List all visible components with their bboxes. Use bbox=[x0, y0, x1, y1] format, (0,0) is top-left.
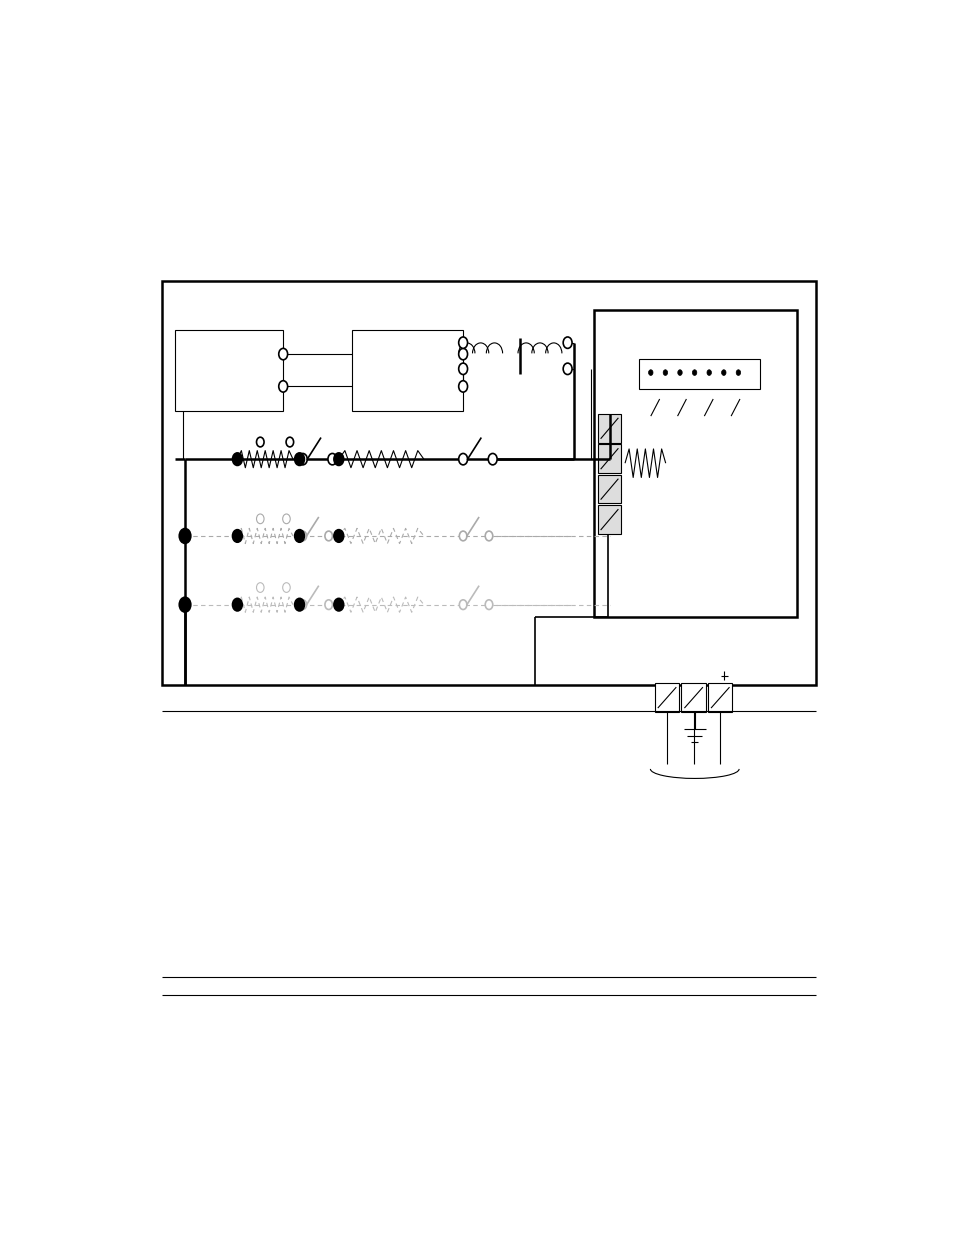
Circle shape bbox=[562, 337, 572, 348]
Circle shape bbox=[334, 453, 343, 466]
Circle shape bbox=[294, 530, 304, 542]
Circle shape bbox=[278, 348, 287, 359]
Circle shape bbox=[179, 529, 191, 543]
Bar bbox=[680, 683, 705, 711]
Circle shape bbox=[328, 453, 336, 464]
Circle shape bbox=[233, 530, 242, 542]
Circle shape bbox=[233, 453, 242, 466]
Circle shape bbox=[278, 380, 287, 393]
Circle shape bbox=[294, 453, 304, 466]
Circle shape bbox=[298, 600, 306, 610]
Circle shape bbox=[179, 598, 191, 613]
Circle shape bbox=[677, 369, 681, 375]
Bar bbox=[598, 505, 620, 534]
Bar bbox=[162, 282, 816, 685]
Circle shape bbox=[458, 337, 467, 348]
Circle shape bbox=[706, 369, 711, 375]
Bar bbox=[352, 330, 462, 411]
Circle shape bbox=[692, 369, 696, 375]
Circle shape bbox=[458, 531, 466, 541]
Circle shape bbox=[562, 363, 572, 374]
Circle shape bbox=[488, 453, 497, 464]
Circle shape bbox=[298, 531, 306, 541]
Bar bbox=[707, 683, 732, 711]
Circle shape bbox=[233, 599, 242, 611]
Circle shape bbox=[458, 363, 467, 374]
Bar bbox=[654, 683, 679, 711]
Circle shape bbox=[334, 530, 343, 542]
Circle shape bbox=[325, 600, 332, 610]
Circle shape bbox=[458, 453, 467, 464]
Circle shape bbox=[256, 583, 264, 593]
Bar bbox=[175, 330, 283, 411]
Bar bbox=[598, 475, 620, 504]
Circle shape bbox=[458, 348, 467, 359]
Circle shape bbox=[294, 599, 304, 611]
Circle shape bbox=[485, 600, 493, 610]
Bar bbox=[598, 445, 620, 473]
Circle shape bbox=[286, 437, 294, 447]
Circle shape bbox=[458, 380, 467, 393]
Circle shape bbox=[485, 531, 493, 541]
Circle shape bbox=[736, 369, 740, 375]
Circle shape bbox=[282, 583, 290, 593]
Bar bbox=[598, 414, 620, 442]
Circle shape bbox=[648, 369, 652, 375]
Bar bbox=[594, 310, 796, 616]
Circle shape bbox=[256, 514, 264, 524]
Circle shape bbox=[282, 514, 290, 524]
Circle shape bbox=[334, 599, 343, 611]
Circle shape bbox=[298, 453, 307, 464]
Circle shape bbox=[662, 369, 667, 375]
Circle shape bbox=[720, 369, 725, 375]
Circle shape bbox=[458, 600, 466, 610]
Circle shape bbox=[325, 531, 332, 541]
Circle shape bbox=[256, 437, 264, 447]
Bar bbox=[638, 359, 760, 389]
